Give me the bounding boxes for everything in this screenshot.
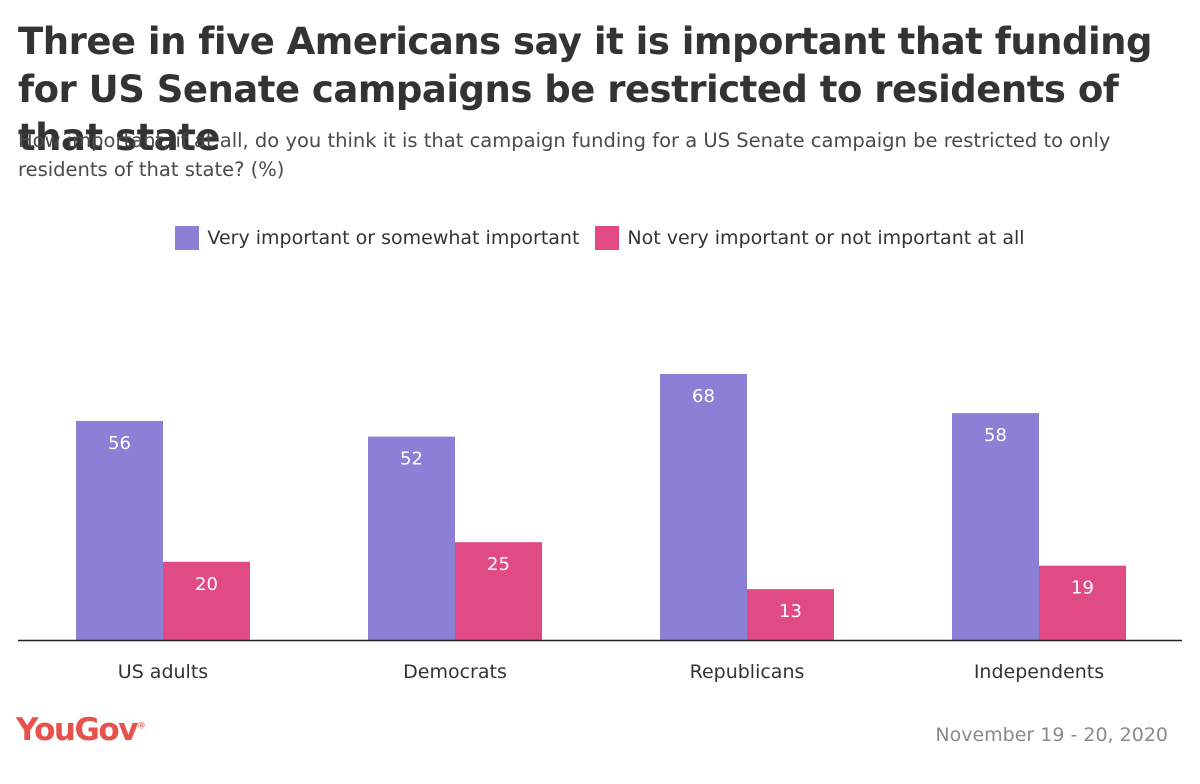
legend-item-not-important: Not very important or not important at a… bbox=[595, 226, 1025, 250]
legend-swatch-important bbox=[175, 226, 200, 250]
logo-registered-mark: ® bbox=[136, 721, 146, 732]
data-label-republicans-not-important: 13 bbox=[779, 601, 802, 622]
data-label-independents-not-important: 19 bbox=[1071, 578, 1094, 599]
x-tick-label-democrats: Democrats bbox=[403, 661, 507, 683]
bar-us-adults-important bbox=[76, 420, 163, 640]
chart-subtitle: How important, if at all, do you think i… bbox=[18, 129, 1111, 181]
x-tick-label-us-adults: US adults bbox=[118, 661, 208, 683]
chart-title: Three in five Americans say it is import… bbox=[18, 20, 1153, 159]
data-label-us-adults-not-important: 20 bbox=[195, 574, 218, 595]
bar-republicans-not-important bbox=[747, 589, 834, 640]
x-tick-label-independents: Independents bbox=[974, 661, 1104, 683]
data-label-independents-important: 58 bbox=[984, 425, 1007, 446]
bar-democrats-important bbox=[368, 436, 455, 640]
legend-swatch-not-important bbox=[595, 226, 620, 250]
data-label-democrats-not-important: 25 bbox=[487, 554, 510, 575]
bar-republicans-important bbox=[660, 374, 747, 640]
data-label-republicans-important: 68 bbox=[692, 386, 715, 407]
legend: Very important or somewhat important Not… bbox=[0, 226, 1200, 250]
bar-democrats-not-important bbox=[455, 542, 542, 640]
bar-independents-not-important bbox=[1039, 565, 1126, 640]
legend-label-important: Very important or somewhat important bbox=[207, 227, 580, 249]
bar-chart: 56 20 US adults 52 25 Democrats 68 13 Republican… bbox=[18, 374, 1182, 683]
x-tick-label-republicans: Republicans bbox=[690, 661, 805, 683]
bar-independents-important bbox=[952, 413, 1039, 640]
data-label-us-adults-important: 56 bbox=[108, 433, 131, 454]
bar-us-adults-not-important bbox=[163, 561, 250, 640]
yougov-logo: YouGov® bbox=[16, 712, 146, 748]
legend-label-not-important: Not very important or not important at a… bbox=[627, 227, 1025, 249]
data-label-democrats-important: 52 bbox=[400, 449, 423, 470]
logo-text: YouGov bbox=[16, 712, 138, 748]
legend-item-important: Very important or somewhat important bbox=[175, 226, 579, 250]
survey-date: November 19 - 20, 2020 bbox=[935, 724, 1168, 746]
